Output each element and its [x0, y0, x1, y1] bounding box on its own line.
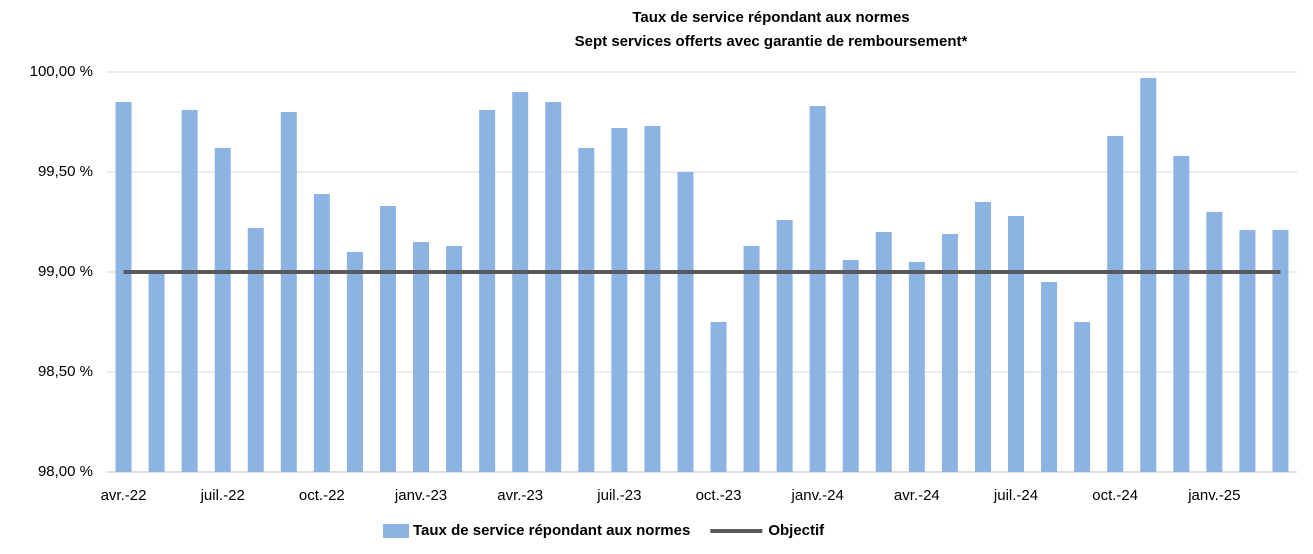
y-tick-label: 100,00 % — [30, 63, 93, 80]
x-tick-label: avr.-24 — [894, 487, 940, 504]
x-tick-label: oct.-24 — [1092, 487, 1138, 504]
bar — [479, 110, 496, 472]
bar — [115, 102, 132, 472]
y-tick-label: 98,50 % — [38, 363, 93, 380]
bar — [280, 112, 297, 472]
x-tick-label: janv.-23 — [394, 487, 447, 504]
y-tick-label: 98,00 % — [38, 463, 93, 480]
x-tick-label: janv.-24 — [791, 487, 844, 504]
x-tick-label: juil.-24 — [993, 487, 1038, 504]
bar — [611, 128, 628, 472]
x-tick-label: oct.-23 — [696, 487, 742, 504]
bar — [545, 102, 562, 472]
x-tick-label: janv.-25 — [1187, 487, 1240, 504]
bar — [1272, 230, 1289, 472]
bar — [974, 202, 991, 472]
x-tick-label: avr.-22 — [101, 487, 147, 504]
bar — [313, 194, 330, 472]
bar — [1239, 230, 1256, 472]
bar — [941, 234, 958, 472]
bar — [1107, 136, 1124, 472]
bar — [214, 148, 231, 472]
bar — [148, 272, 165, 472]
bar — [875, 232, 892, 472]
bar — [644, 126, 661, 472]
bar — [842, 260, 859, 472]
chart-subtitle: Sept services offerts avec garantie de r… — [575, 33, 968, 50]
bar — [908, 262, 925, 472]
x-tick-label: juil.-22 — [200, 487, 245, 504]
bar — [1173, 156, 1190, 472]
bar — [809, 106, 826, 472]
bar — [413, 242, 430, 472]
y-tick-label: 99,50 % — [38, 163, 93, 180]
bar — [1041, 282, 1058, 472]
bar — [578, 148, 595, 472]
bar — [379, 206, 396, 472]
x-tick-label: juil.-23 — [596, 487, 641, 504]
bar — [1140, 78, 1157, 472]
bar — [1008, 216, 1025, 472]
bar — [710, 322, 727, 472]
legend-label: Objectif — [768, 522, 825, 539]
y-tick-label: 99,00 % — [38, 263, 93, 280]
x-tick-label: avr.-23 — [497, 487, 543, 504]
legend-swatch — [383, 524, 409, 538]
bar — [1074, 322, 1091, 472]
bar — [181, 110, 198, 472]
bar — [1206, 212, 1223, 472]
chart-title: Taux de service répondant aux normes — [632, 9, 909, 26]
bar — [247, 228, 264, 472]
bar — [743, 246, 760, 472]
legend-label: Taux de service répondant aux normes — [413, 522, 690, 539]
bar — [346, 252, 363, 472]
x-tick-label: oct.-22 — [299, 487, 345, 504]
bar — [677, 172, 694, 472]
bar — [776, 220, 793, 472]
bar — [446, 246, 463, 472]
bar — [512, 92, 529, 472]
